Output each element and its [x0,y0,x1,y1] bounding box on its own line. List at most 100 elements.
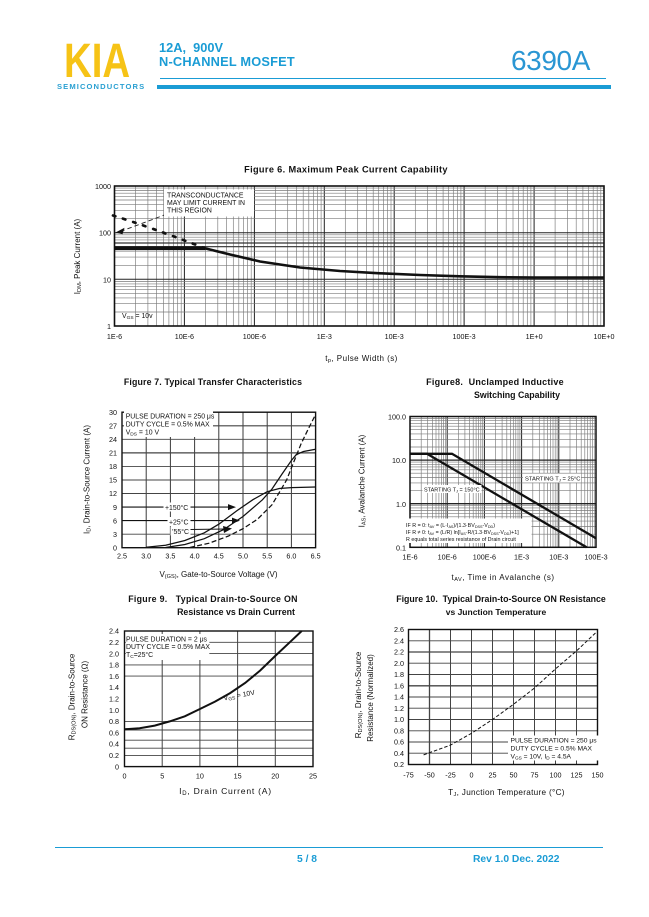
svg-text:1000: 1000 [95,182,111,191]
svg-text:1.4: 1.4 [109,683,119,692]
svg-text:-75: -75 [403,771,413,780]
svg-text:2.2: 2.2 [109,638,119,647]
svg-text:100E-6: 100E-6 [243,332,266,341]
svg-text:0: 0 [115,762,119,771]
svg-text:0: 0 [113,543,117,552]
svg-text:50: 50 [510,771,518,780]
svg-text:1E-3: 1E-3 [317,332,332,341]
svg-text:10E-3: 10E-3 [385,332,404,341]
svg-text:0.8: 0.8 [394,727,404,736]
svg-text:100E-3: 100E-3 [584,553,607,562]
svg-text:+150°C: +150°C [165,504,188,512]
svg-text:3.5: 3.5 [165,552,175,561]
svg-text:DUTY CYCLE = 0.5% MAX: DUTY CYCLE = 0.5% MAX [126,422,210,429]
svg-text:ON Resistance (Ω): ON Resistance (Ω) [81,661,90,729]
svg-text:R equals total series resistan: R equals total series resistance of Drai… [406,537,516,543]
svg-text:25: 25 [489,771,497,780]
svg-text:0: 0 [470,771,474,780]
svg-text:ID, Drain Current (A): ID, Drain Current (A) [179,786,272,797]
svg-text:TRANSCONDUCTANCE: TRANSCONDUCTANCE [167,193,244,200]
svg-text:STARTING TJ = 150°C: STARTING TJ = 150°C [424,487,480,493]
svg-text:5.0: 5.0 [238,552,248,561]
svg-text:Figure 10. Typical Drain-to-S: Figure 10. Typical Drain-to-Source ON Re… [396,594,606,604]
svg-text:RDS(ON), Drain-to-Source: RDS(ON), Drain-to-Source [354,651,364,738]
svg-text:1.6: 1.6 [109,672,119,681]
svg-text:1E-6: 1E-6 [107,332,122,341]
svg-text:10E-3: 10E-3 [549,553,568,562]
svg-text:1.6: 1.6 [394,682,404,691]
svg-text:0.6: 0.6 [109,728,119,737]
svg-text:Figure 6. Maximum Peak Current: Figure 6. Maximum Peak Current Capabilit… [244,165,448,175]
svg-text:1.2: 1.2 [109,695,119,704]
svg-text:5: 5 [160,772,164,781]
svg-text:vs Junction Temperature: vs Junction Temperature [446,607,547,617]
svg-text:10E-6: 10E-6 [438,553,457,562]
svg-text:STARTING TJ = 25°C: STARTING TJ = 25°C [525,477,580,483]
svg-text:2.5: 2.5 [117,552,127,561]
svg-text:4.5: 4.5 [214,552,224,561]
svg-text:10: 10 [196,772,204,781]
svg-text:Figure8. Unclamped Inductive: Figure8. Unclamped Inductive [426,377,564,387]
svg-text:DUTY CYCLE = 0.5% MAX: DUTY CYCLE = 0.5% MAX [511,746,593,753]
svg-text:-25: -25 [445,771,455,780]
svg-text:MAY LIMIT CURRENT IN: MAY LIMIT CURRENT IN [167,200,245,207]
svg-text:15: 15 [234,772,242,781]
svg-text:0.4: 0.4 [109,740,119,749]
svg-text:IF R = 0: tAV = (L·IAS)/(1.3·B: IF R = 0: tAV = (L·IAS)/(1.3·BVDSS-VDD) [406,523,495,529]
svg-text:100: 100 [550,771,562,780]
svg-text:1E+0: 1E+0 [526,332,543,341]
svg-text:1: 1 [107,322,111,331]
svg-text:2.4: 2.4 [394,637,404,646]
svg-text:30: 30 [109,408,117,417]
svg-text:125: 125 [571,771,583,780]
svg-text:20: 20 [271,772,279,781]
svg-text:0.8: 0.8 [109,717,119,726]
svg-text:25: 25 [309,772,317,781]
svg-text:THIS REGION: THIS REGION [167,208,212,215]
svg-text:1.8: 1.8 [109,661,119,670]
svg-text:’55°C: ’55°C [172,528,189,536]
svg-text:2.0: 2.0 [394,659,404,668]
svg-text:ID, Drain-to-Source Current (A: ID, Drain-to-Source Current (A) [83,425,93,534]
svg-text:0.2: 0.2 [394,760,404,769]
svg-text:IAS, Avalanche Current (A): IAS, Avalanche Current (A) [358,434,368,527]
svg-text:PULSE DURATION = 250 μs: PULSE DURATION = 250 μs [126,414,215,421]
svg-text:1.8: 1.8 [394,670,404,679]
svg-text:21: 21 [109,449,117,458]
svg-text:1E-6: 1E-6 [402,553,417,562]
svg-text:27: 27 [109,421,117,430]
svg-text:0.4: 0.4 [394,749,404,758]
svg-text:100.0: 100.0 [388,413,406,422]
svg-text:Resistance vs Drain Current: Resistance vs Drain Current [177,607,295,617]
svg-text:tAV, Time in Avalanche (s): tAV, Time in Avalanche (s) [451,573,554,583]
svg-text:DUTY CYCLE = 0.5% MAX: DUTY CYCLE = 0.5% MAX [126,644,210,651]
svg-text:VGS = 10V, ID = 4.5A: VGS = 10V, ID = 4.5A [511,753,572,760]
svg-text:TC=25°C: TC=25°C [126,651,153,660]
svg-text:VGS = 10v: VGS = 10v [122,313,153,321]
svg-text:2.4: 2.4 [109,627,119,636]
svg-text:150: 150 [592,771,604,780]
svg-text:V(GS), Gate-to-Source Voltage: V(GS), Gate-to-Source Voltage (V) [159,570,277,580]
svg-text:1.0: 1.0 [109,706,119,715]
svg-text:100E-6: 100E-6 [473,553,496,562]
svg-text:2.6: 2.6 [394,625,404,634]
svg-text:IDM, Peak Current (A): IDM, Peak Current (A) [73,218,83,294]
svg-text:75: 75 [531,771,539,780]
svg-text:-50: -50 [424,771,434,780]
svg-text:4.0: 4.0 [190,552,200,561]
svg-text:10: 10 [103,275,111,284]
svg-text:18: 18 [109,462,117,471]
svg-text:Resistance (Normalized): Resistance (Normalized) [366,654,375,742]
svg-text:1.0: 1.0 [394,715,404,724]
svg-text:PULSE DURATION = 250 μs: PULSE DURATION = 250 μs [511,737,598,744]
svg-text:Figure 7. Typical Transfer Cha: Figure 7. Typical Transfer Characteristi… [124,377,302,387]
svg-text:1.2: 1.2 [394,704,404,713]
svg-text:24: 24 [109,435,117,444]
svg-text:1E-3: 1E-3 [514,553,529,562]
svg-text:VDS = 10 V: VDS = 10 V [126,430,160,438]
svg-text:0: 0 [123,772,127,781]
svg-text:1.0: 1.0 [396,500,406,509]
svg-text:Figure 9. Typical Drain-to-S: Figure 9. Typical Drain-to-Source ON [128,594,298,604]
svg-text:IF R ≠ 0: tAV = (L/R) ln[IAS·R: IF R ≠ 0: tAV = (L/R) ln[IAS·R/(1.3·BVDS… [406,530,519,536]
svg-text:100: 100 [99,229,111,238]
